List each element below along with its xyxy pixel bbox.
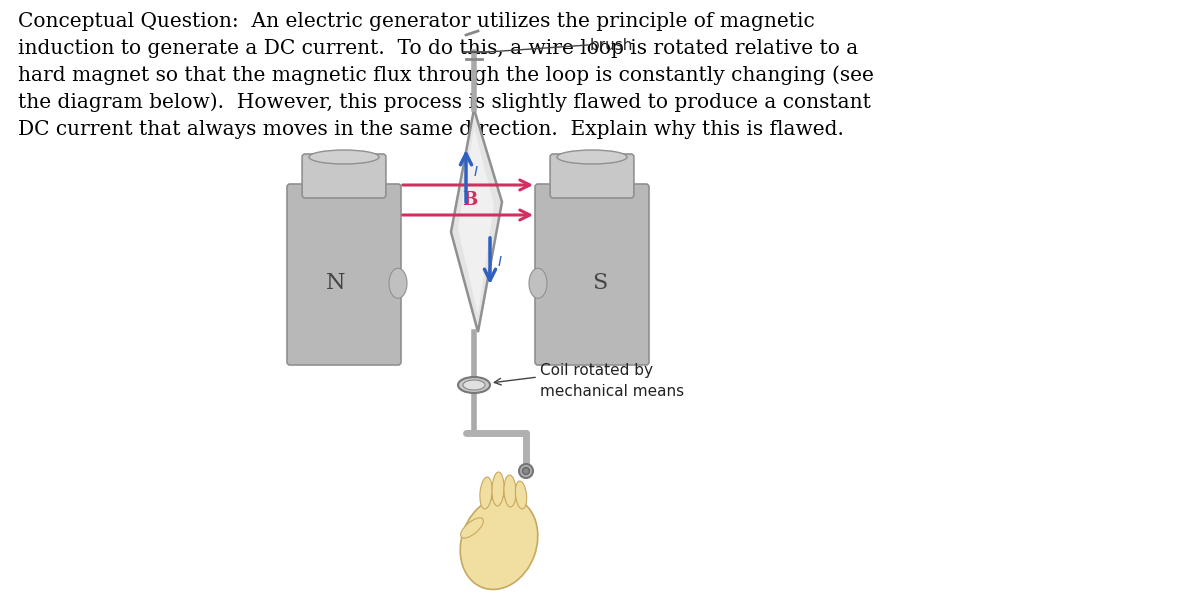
Text: Conceptual Question:  An electric generator utilizes the principle of magnetic
i: Conceptual Question: An electric generat… bbox=[18, 12, 874, 139]
Text: I: I bbox=[498, 255, 502, 269]
Text: I: I bbox=[474, 165, 478, 179]
Polygon shape bbox=[451, 109, 502, 332]
FancyBboxPatch shape bbox=[535, 184, 649, 365]
Text: S: S bbox=[593, 272, 608, 294]
Ellipse shape bbox=[516, 481, 526, 509]
Text: B: B bbox=[463, 191, 478, 209]
Text: brush: brush bbox=[590, 38, 633, 53]
Ellipse shape bbox=[309, 150, 379, 164]
Text: N: N bbox=[327, 272, 345, 294]
Ellipse shape bbox=[460, 497, 538, 589]
FancyBboxPatch shape bbox=[550, 154, 634, 198]
Ellipse shape bbox=[529, 268, 547, 298]
Ellipse shape bbox=[557, 150, 627, 164]
Ellipse shape bbox=[463, 380, 485, 390]
Ellipse shape bbox=[523, 467, 530, 475]
Polygon shape bbox=[458, 127, 494, 315]
Ellipse shape bbox=[480, 477, 492, 509]
Ellipse shape bbox=[504, 475, 516, 507]
Ellipse shape bbox=[492, 472, 504, 506]
Ellipse shape bbox=[389, 268, 407, 298]
FancyBboxPatch shape bbox=[302, 154, 386, 198]
Ellipse shape bbox=[460, 518, 484, 538]
FancyBboxPatch shape bbox=[287, 184, 401, 365]
Ellipse shape bbox=[519, 464, 534, 478]
Text: Coil rotated by
mechanical means: Coil rotated by mechanical means bbox=[539, 363, 684, 399]
Ellipse shape bbox=[458, 377, 490, 393]
